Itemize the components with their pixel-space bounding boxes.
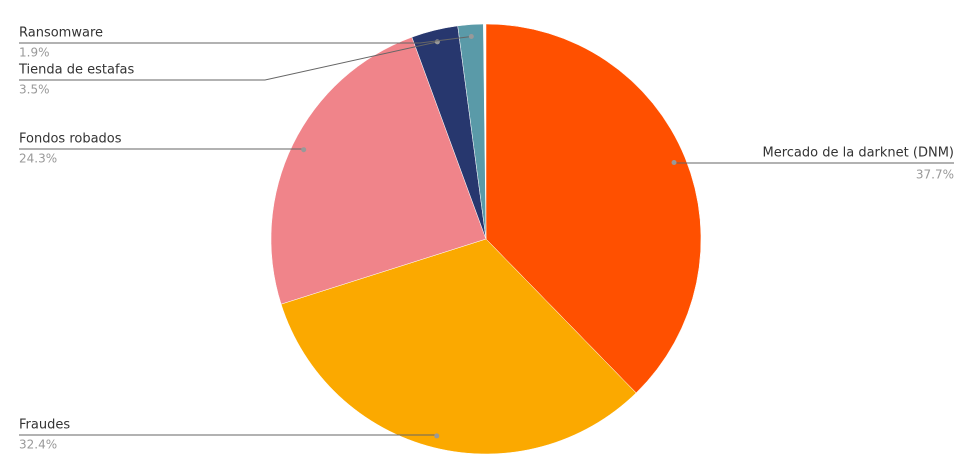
slice-label: Mercado de la darknet (DNM) [763, 146, 954, 161]
slice-label: Tienda de estafas [18, 63, 135, 78]
pie-slice [270, 36, 487, 305]
leader-dot [468, 34, 474, 40]
slice-label: Fraudes [19, 418, 70, 433]
leader-dot [301, 147, 307, 153]
leader-line [673, 162, 954, 164]
slice-value: 37.7% [916, 168, 954, 182]
leader-dot [434, 433, 440, 439]
leader-line [19, 434, 438, 436]
slice-value: 24.3% [19, 152, 57, 166]
slice-value: 3.5% [19, 83, 50, 97]
slice-label: Ransomware [19, 26, 103, 41]
leader-dot [671, 159, 677, 165]
leader-line [19, 41, 438, 81]
pie-slice [485, 23, 702, 394]
leader-line [19, 148, 305, 150]
leader-line [19, 36, 472, 44]
pie-slice [457, 23, 487, 240]
pie-slice [280, 238, 637, 455]
slice-value: 1.9% [19, 46, 50, 60]
slice-label: Fondos robados [19, 132, 122, 147]
slice-value: 32.4% [19, 438, 57, 452]
